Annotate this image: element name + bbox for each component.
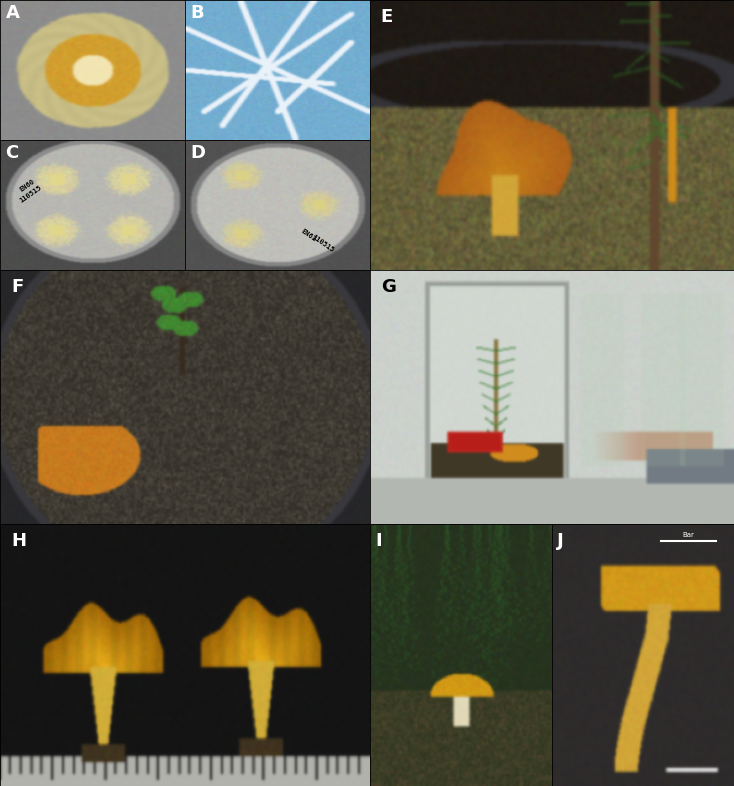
Text: D: D	[191, 144, 206, 162]
Text: E: E	[381, 8, 393, 26]
Text: I: I	[375, 532, 382, 550]
Text: Bar: Bar	[683, 532, 694, 538]
Text: A: A	[6, 4, 19, 22]
Text: 110515: 110515	[18, 184, 43, 204]
Text: 110515: 110515	[310, 233, 335, 253]
Text: EN60: EN60	[18, 178, 36, 193]
Text: J: J	[557, 532, 564, 550]
Text: F: F	[11, 278, 23, 296]
Text: G: G	[381, 278, 396, 296]
Text: EN61: EN61	[299, 228, 317, 243]
Text: C: C	[6, 144, 19, 162]
Text: H: H	[11, 532, 26, 550]
Text: B: B	[191, 4, 204, 22]
